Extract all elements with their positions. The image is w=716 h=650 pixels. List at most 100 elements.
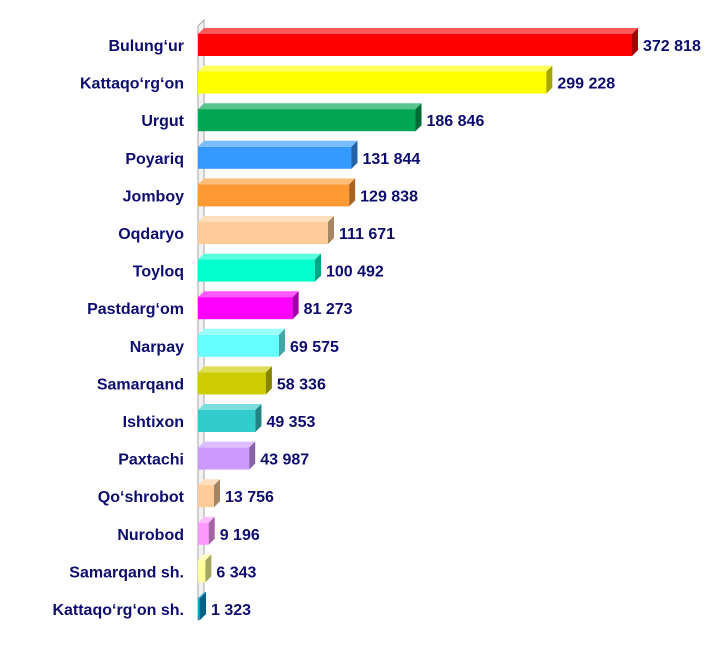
category-label: Jomboy: [123, 188, 184, 205]
bar: [198, 592, 206, 620]
value-label: 9 196: [220, 527, 260, 544]
bar: [198, 65, 553, 94]
bar-front-face: [198, 598, 200, 620]
value-label: 58 336: [277, 376, 326, 393]
bars: [198, 28, 638, 620]
value-label: 129 838: [360, 188, 418, 205]
bar-top-face: [198, 479, 221, 486]
bar: [198, 291, 299, 320]
bar-top-face: [198, 404, 262, 410]
bar: [198, 28, 638, 56]
bar: [198, 441, 256, 470]
bar: [198, 216, 334, 244]
bar-top-face: [198, 103, 422, 110]
value-label: 13 756: [225, 489, 274, 506]
bar-front-face: [198, 71, 547, 94]
bar-side-face: [249, 441, 256, 470]
bar-side-face: [205, 554, 212, 583]
bar-top-face: [198, 366, 272, 373]
value-label: 81 273: [304, 301, 353, 318]
bar-top-face: [198, 516, 215, 523]
value-label: 100 492: [326, 264, 384, 281]
category-label: Qo‘shrobot: [98, 489, 185, 506]
bar-side-face: [349, 178, 356, 207]
category-label: Samarqand sh.: [69, 564, 184, 581]
category-label: Urgut: [141, 113, 184, 130]
category-label: Oqdaryo: [118, 226, 184, 243]
bar: [198, 479, 221, 508]
value-label: 131 844: [362, 151, 420, 168]
category-label: Ishtixon: [123, 414, 184, 431]
bar-front-face: [198, 410, 256, 432]
category-label: Poyariq: [125, 151, 184, 168]
value-label: 43 987: [260, 452, 309, 469]
bar: [198, 516, 215, 545]
bar-front-face: [198, 222, 328, 244]
category-label: Paxtachi: [118, 452, 184, 469]
bar-side-face: [292, 291, 299, 320]
value-label: 186 846: [427, 113, 485, 130]
bar-top-face: [198, 253, 321, 260]
bar-side-face: [314, 253, 321, 282]
bar: [198, 140, 358, 169]
bar-front-face: [198, 109, 416, 132]
bar-side-face: [214, 479, 221, 508]
bar-top-face: [198, 140, 358, 147]
bar-front-face: [198, 297, 293, 320]
category-label: Kattaqo‘rg‘on: [80, 76, 184, 93]
bar-side-face: [278, 328, 285, 357]
category-labels: Bulung‘ur Kattaqo‘rg‘on Urgut Poyariq Jomboy…: [52, 38, 184, 619]
bar-side-face: [415, 103, 422, 132]
category-label: Narpay: [130, 339, 184, 356]
bar-front-face: [198, 372, 266, 395]
bar-side-face: [265, 366, 272, 395]
bar-front-face: [198, 259, 315, 282]
category-label: Samarqand: [97, 376, 184, 393]
bar-side-face: [632, 28, 638, 56]
bar-front-face: [198, 184, 350, 207]
value-label: 6 343: [216, 564, 256, 581]
bar-top-face: [198, 592, 206, 598]
bar-front-face: [198, 334, 279, 357]
bar-top-face: [198, 28, 638, 34]
bar-top-face: [198, 216, 334, 222]
category-label: Toyloq: [133, 264, 184, 281]
bar-front-face: [198, 522, 209, 545]
category-label: Nurobod: [117, 527, 184, 544]
value-label: 69 575: [290, 339, 339, 356]
bar-top-face: [198, 65, 553, 72]
bar: [198, 554, 212, 583]
bar-side-face: [351, 140, 358, 169]
bar: [198, 366, 272, 395]
value-label: 372 818: [643, 38, 701, 55]
category-label: Bulung‘ur: [108, 38, 184, 55]
value-label: 111 671: [339, 226, 395, 243]
category-label: Kattaqo‘rg‘on sh.: [52, 602, 184, 619]
value-label: 1 323: [211, 602, 251, 619]
bar-front-face: [198, 485, 215, 508]
bar-front-face: [198, 146, 352, 169]
bar-side-face: [255, 404, 262, 432]
category-label: Pastdarg‘om: [87, 301, 184, 318]
bar-side-face: [546, 65, 553, 94]
bar-front-face: [198, 34, 632, 56]
bar: [198, 404, 262, 432]
bar-top-face: [198, 178, 356, 185]
bar-side-face: [208, 516, 215, 545]
bar-top-face: [198, 291, 299, 298]
bar-top-face: [198, 441, 256, 448]
bar-side-face: [200, 592, 206, 620]
bar: [198, 253, 321, 282]
value-label: 49 353: [266, 414, 315, 431]
bar: [198, 103, 422, 132]
bar-front-face: [198, 560, 206, 583]
bar-side-face: [327, 216, 334, 244]
bar: [198, 178, 356, 207]
bar: [198, 328, 285, 357]
value-labels: 372 818 299 228 186 846 131 844 129 838 111 6…: [211, 38, 701, 619]
bar-front-face: [198, 447, 250, 470]
value-label: 299 228: [557, 76, 615, 93]
bar-top-face: [198, 554, 212, 561]
bar-top-face: [198, 328, 285, 335]
